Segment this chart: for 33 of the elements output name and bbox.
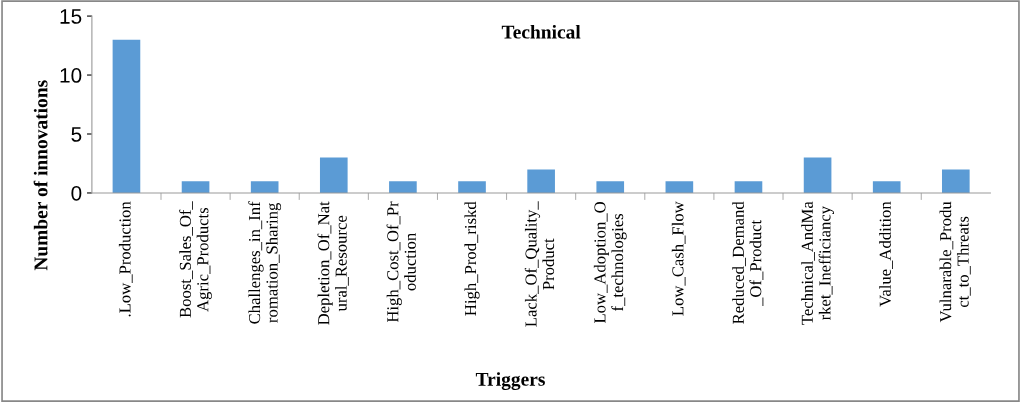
x-tick-label: Vulnarable_Produ ct_to_Threats bbox=[939, 201, 971, 323]
y-axis-title: Number of innovations bbox=[33, 80, 48, 271]
y-tick-label: 0 bbox=[71, 185, 82, 201]
x-tick-label: Low_Adoption_O f_technologies bbox=[593, 201, 627, 324]
x-tick-label: Low_Cash_Flow bbox=[671, 201, 686, 316]
x-tick-label: Value_Addition bbox=[879, 201, 893, 307]
x-tick-label: High_Cost_Of_Pr oduction bbox=[386, 201, 416, 323]
x-tick-label: Depletion_Of_Nat ural_Resource bbox=[317, 201, 349, 325]
bar bbox=[181, 181, 210, 193]
x-tick-label: Technical_AndMa rket_Inefficiancy bbox=[801, 201, 834, 325]
chart-title: Technical bbox=[501, 24, 581, 39]
x-axis-title: Triggers bbox=[475, 372, 545, 390]
y-tick-label: 10 bbox=[60, 68, 82, 83]
bar bbox=[458, 181, 486, 193]
x-tick-label: High_Prod_riskd bbox=[464, 201, 480, 316]
bar bbox=[941, 169, 970, 193]
y-tick-label: 15 bbox=[60, 9, 82, 24]
x-tick-label: .Low_Production bbox=[118, 201, 133, 317]
bar bbox=[527, 169, 555, 193]
bar bbox=[389, 181, 417, 193]
x-tick-label: Boost_Sales_Of_ Agric_Products bbox=[179, 201, 212, 318]
bar bbox=[319, 157, 348, 193]
y-tick-label: 5 bbox=[71, 127, 82, 142]
bar bbox=[596, 181, 625, 193]
x-tick-label: Challenges_in_Inf romation_Sharing bbox=[248, 201, 282, 324]
x-tick-label: Lack_Of_Quality_ Product bbox=[524, 201, 555, 327]
bar bbox=[112, 39, 141, 193]
bar bbox=[803, 157, 832, 193]
bar bbox=[665, 181, 694, 193]
x-tick-label: Reduced_Demand _Of_Product bbox=[732, 201, 764, 324]
bar bbox=[734, 181, 763, 193]
bar bbox=[872, 181, 901, 193]
bar bbox=[250, 181, 279, 193]
